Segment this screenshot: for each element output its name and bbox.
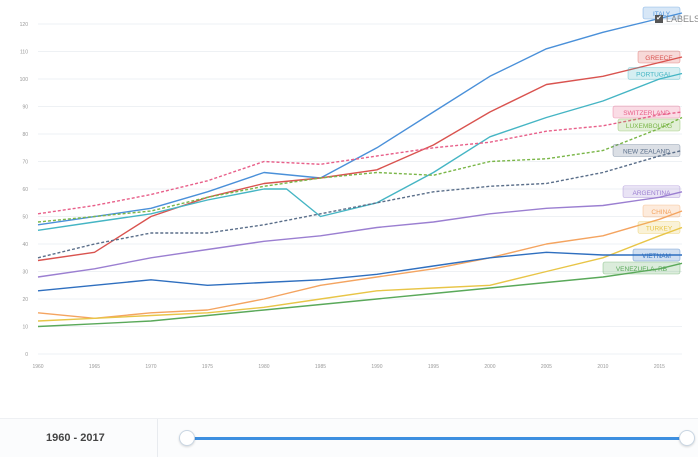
- series-lines: [37, 12, 683, 328]
- labels-toggle[interactable]: ✔ LABELS: [655, 14, 698, 24]
- series-line: [37, 251, 682, 292]
- series-end-label: PORTUGAL: [627, 67, 681, 80]
- x-tick-label: 2000: [484, 364, 495, 370]
- x-tick-label: 1995: [428, 364, 439, 370]
- series-label-text: SWITZERLAND: [623, 110, 670, 117]
- timeline-end-handle[interactable]: [679, 430, 695, 446]
- series-end-label: NEW ZEALAND: [612, 144, 681, 157]
- series-line: [37, 12, 683, 226]
- x-tick-label: 1990: [371, 364, 382, 370]
- series-label-text: GREECE: [645, 55, 673, 62]
- x-tick-label: 1970: [145, 364, 156, 370]
- series-label-text: VENEZUELA, RB: [616, 266, 667, 273]
- y-tick-label: 60: [22, 187, 28, 193]
- x-axis-ticks: 1960 1965 1970 1975 1980 1985 1990 1995 2000 2005…: [32, 364, 665, 370]
- x-tick-label: 1975: [202, 364, 213, 370]
- series-label-box: [612, 105, 681, 119]
- y-tick-label: 30: [22, 270, 28, 276]
- y-tick-label: 20: [22, 297, 28, 303]
- series-label-text: TURKEY: [646, 226, 673, 233]
- x-tick-label: 2010: [597, 364, 608, 370]
- series-line: [37, 149, 683, 259]
- timeline-bar: 1960 - 2017: [0, 418, 698, 457]
- series-label-box: [612, 144, 681, 157]
- line-chart: 0 10 20 30 40 50 60 70 80 90 100 110 120 1960 1965 197…: [20, 6, 683, 370]
- series-line: [37, 262, 683, 328]
- series-labels: ITALY GREECE PORTUGAL SWITZERLAND LUXEMBOURG…: [602, 6, 681, 275]
- series-line: [37, 210, 683, 319]
- x-tick-label: 2015: [654, 364, 665, 370]
- x-tick-label: 1960: [32, 364, 43, 370]
- y-axis-ticks: 0 10 20 30 40 50 60 70 80 90 100 110 120: [20, 22, 29, 358]
- series-label-box: [642, 204, 681, 218]
- series-line: [37, 116, 683, 223]
- y-tick-label: 120: [20, 22, 29, 28]
- series-line: [37, 72, 683, 231]
- series-label-text: ARGENTINA: [633, 190, 672, 197]
- timeline-range-label: 1960 - 2017: [0, 419, 158, 457]
- y-tick-label: 110: [20, 50, 28, 56]
- series-label-text: CHINA: [651, 209, 672, 216]
- series-end-label: GREECE: [637, 50, 681, 64]
- timeline-start-handle[interactable]: [179, 430, 195, 446]
- y-tick-label: 10: [22, 325, 28, 331]
- series-end-label: SWITZERLAND: [612, 105, 681, 119]
- series-label-text: NEW ZEALAND: [623, 149, 670, 156]
- series-line: [37, 111, 683, 215]
- series-label-box: [622, 185, 681, 199]
- series-line: [37, 191, 683, 278]
- series-label-box: [637, 50, 681, 64]
- series-label-text: VIETNAM: [642, 253, 671, 260]
- series-end-label: VIETNAM: [632, 248, 681, 262]
- series-end-label: TURKEY: [637, 221, 681, 234]
- y-tick-label: 70: [22, 160, 28, 166]
- series-label-text: PORTUGAL: [636, 72, 672, 79]
- y-tick-label: 100: [20, 77, 29, 83]
- series-label-box: [637, 221, 681, 234]
- series-label-box: [617, 118, 681, 132]
- series-label-text: LUXEMBOURG: [626, 123, 672, 130]
- series-label-text: ITALY: [653, 11, 671, 18]
- x-tick-label: 1965: [89, 364, 100, 370]
- series-end-label: VENEZUELA, RB: [602, 261, 681, 275]
- labels-toggle-label: LABELS: [666, 14, 698, 24]
- series-label-box: [627, 67, 681, 80]
- y-tick-label: 40: [22, 242, 28, 248]
- x-tick-label: 1980: [258, 364, 269, 370]
- checkbox-icon[interactable]: ✔: [655, 15, 663, 23]
- timeline-track[interactable]: [186, 437, 686, 440]
- y-tick-label: 90: [22, 105, 28, 111]
- series-end-label: LUXEMBOURG: [617, 118, 681, 132]
- y-tick-label: 0: [25, 352, 28, 358]
- series-end-label: CHINA: [642, 204, 681, 218]
- series-end-label: ARGENTINA: [622, 185, 681, 199]
- series-line: [37, 56, 683, 262]
- x-tick-label: 1985: [315, 364, 326, 370]
- x-tick-label: 2005: [541, 364, 552, 370]
- y-tick-label: 50: [22, 215, 28, 221]
- series-line: [37, 226, 683, 322]
- series-label-box: [602, 261, 681, 275]
- series-label-box: [632, 248, 681, 262]
- chart-grid: [38, 23, 682, 355]
- y-tick-label: 80: [22, 132, 28, 138]
